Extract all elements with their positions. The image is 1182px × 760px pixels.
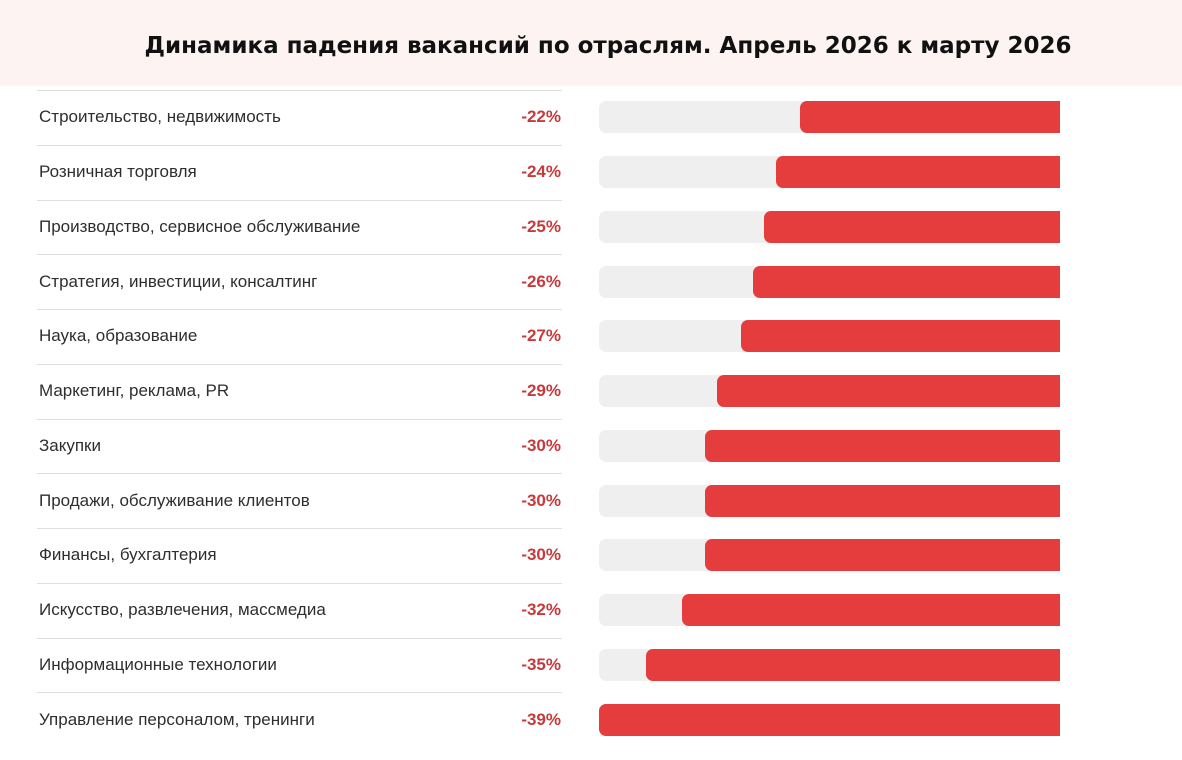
row-divider [37, 638, 562, 639]
category-label: Информационные технологии [39, 655, 277, 674]
row-divider [37, 473, 562, 474]
value-label: -29% [521, 381, 561, 400]
bar [705, 539, 1060, 571]
row-divider [37, 528, 562, 529]
row-divider [37, 145, 562, 146]
category-label: Стратегия, инвестиции, консалтинг [39, 272, 318, 291]
value-label: -39% [521, 710, 561, 729]
bar [599, 704, 1060, 736]
row-divider [37, 583, 562, 584]
row-divider [37, 200, 562, 201]
bar [646, 649, 1060, 681]
bar [764, 211, 1060, 243]
value-label: -30% [521, 545, 561, 564]
chart-title: Динамика падения вакансий по отраслям. А… [144, 33, 1072, 59]
category-label: Розничная торговля [39, 162, 197, 181]
value-label: -22% [521, 107, 561, 126]
bar [681, 594, 1060, 626]
value-label: -30% [521, 491, 561, 510]
row-divider [37, 419, 562, 420]
bar [705, 485, 1060, 517]
category-label: Производство, сервисное обслуживание [39, 217, 361, 236]
value-label: -27% [521, 326, 561, 345]
category-label: Финансы, бухгалтерия [39, 545, 217, 564]
category-label: Закупки [39, 436, 101, 455]
row-divider [37, 254, 562, 255]
value-label: -35% [521, 655, 561, 674]
category-label: Искусство, развлечения, массмедиа [39, 600, 326, 619]
bar [752, 266, 1060, 298]
bar [717, 375, 1060, 407]
bar [740, 320, 1060, 352]
value-label: -24% [521, 162, 561, 181]
row-divider [37, 364, 562, 365]
row-divider [37, 309, 562, 310]
value-label: -25% [521, 217, 561, 236]
bar [799, 101, 1060, 133]
category-label: Маркетинг, реклама, PR [39, 381, 230, 400]
bar [705, 430, 1060, 462]
category-label: Продажи, обслуживание клиентов [39, 491, 310, 510]
value-label: -26% [521, 272, 561, 291]
category-label: Наука, образование [39, 326, 198, 345]
value-label: -32% [521, 600, 561, 619]
value-label: -30% [521, 436, 561, 455]
row-divider [37, 692, 562, 693]
category-label: Управление персоналом, тренинги [39, 710, 315, 729]
row-divider [37, 90, 562, 91]
chart-header [0, 0, 1182, 86]
category-label: Строительство, недвижимость [39, 107, 281, 126]
bar [776, 156, 1060, 188]
